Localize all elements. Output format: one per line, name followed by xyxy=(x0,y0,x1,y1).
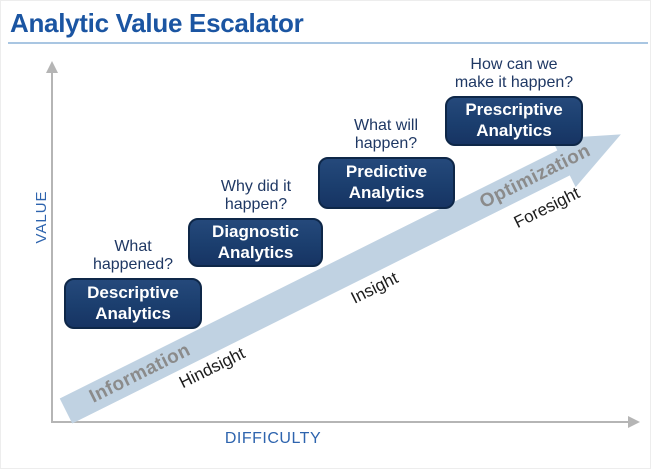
question-line: What xyxy=(114,238,152,255)
box-label-line: Analytics xyxy=(95,303,171,323)
question-descriptive: What happened? xyxy=(53,238,213,274)
page-title: Analytic Value Escalator xyxy=(10,8,304,38)
question-predictive: What will happen? xyxy=(306,117,466,153)
box-label-line: Analytics xyxy=(348,183,425,202)
y-axis-label: VALUE xyxy=(33,190,50,244)
y-axis-arrow-icon xyxy=(46,61,58,73)
y-axis-line xyxy=(51,72,53,422)
x-axis-label: DIFFICULTY xyxy=(224,430,322,447)
x-axis-line xyxy=(51,421,629,423)
question-line: make it happen? xyxy=(454,74,574,91)
box-label-line: Analytics xyxy=(217,242,294,262)
box-label-line: Descriptive xyxy=(87,282,179,302)
box-label-line: Diagnostic xyxy=(212,221,299,241)
x-axis-arrow-icon xyxy=(628,416,640,428)
question-line: What will xyxy=(353,117,418,134)
box-prescriptive-analytics: Prescriptive Analytics xyxy=(445,96,583,146)
question-line: Why did it xyxy=(220,178,292,195)
question-line: happen? xyxy=(224,196,288,213)
question-diagnostic: Why did it happen? xyxy=(176,178,336,214)
question-prescriptive: How can we make it happen? xyxy=(424,56,604,92)
title-underline xyxy=(8,42,648,44)
box-label-line: Prescriptive xyxy=(465,100,563,120)
box-predictive-analytics: Predictive Analytics xyxy=(318,157,455,209)
box-diagnostic-analytics: Diagnostic Analytics xyxy=(188,218,323,267)
question-line: happened? xyxy=(92,256,174,273)
question-line: How can we xyxy=(470,56,558,73)
question-line: happen? xyxy=(354,135,418,152)
box-label-line: Analytics xyxy=(476,121,552,140)
box-label-line: Predictive xyxy=(345,162,428,182)
box-descriptive-analytics: Descriptive Analytics xyxy=(64,278,202,329)
